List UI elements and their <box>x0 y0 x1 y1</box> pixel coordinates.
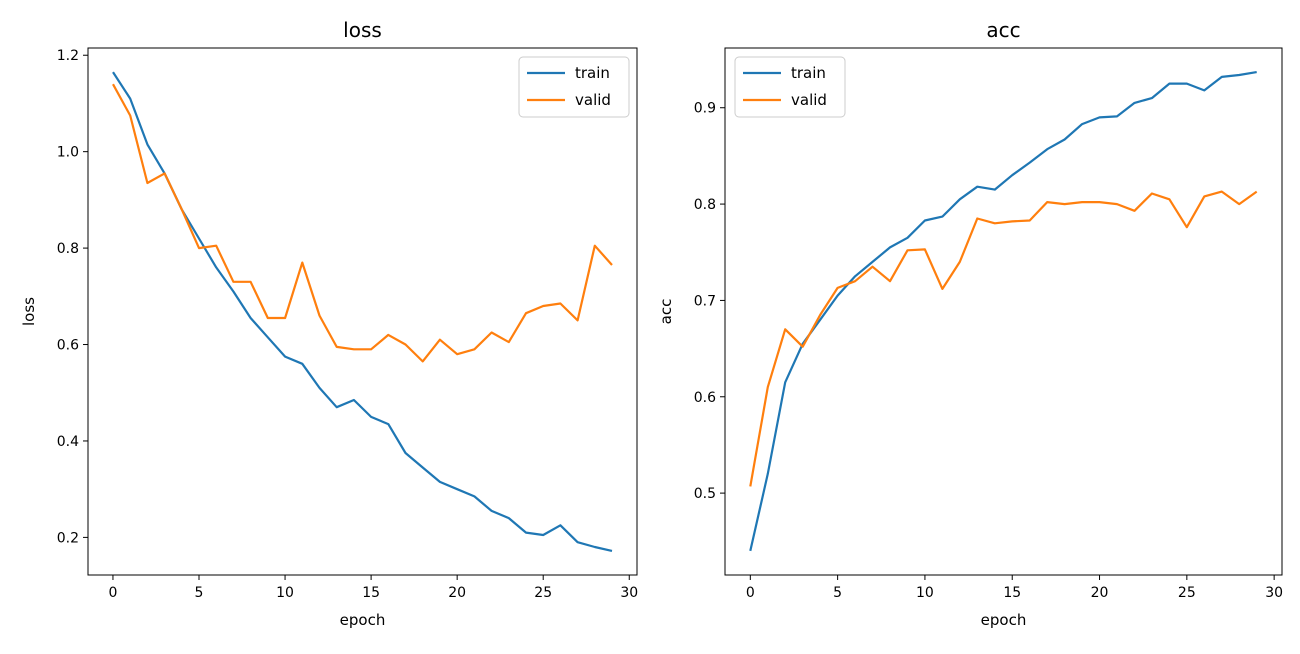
y-tick-label: 0.5 <box>694 486 716 502</box>
x-tick-label: 0 <box>108 585 117 601</box>
x-tick-label: 5 <box>833 585 842 601</box>
y-tick-label: 0.7 <box>694 293 716 309</box>
y-tick-label: 0.4 <box>57 434 79 450</box>
legend-label-train: train <box>575 64 610 82</box>
x-tick-label: 0 <box>746 585 755 601</box>
chart-title: acc <box>986 18 1020 42</box>
x-tick-label: 10 <box>916 585 934 601</box>
x-tick-label: 5 <box>195 585 204 601</box>
series-line-train <box>112 71 613 552</box>
legend-label-train: train <box>791 64 826 82</box>
x-tick-label: 25 <box>1178 585 1196 601</box>
y-tick-label: 0.9 <box>694 101 716 117</box>
series-line-valid <box>112 83 613 363</box>
x-axis-label: epoch <box>340 611 386 629</box>
chart-title: loss <box>343 18 382 42</box>
legend-box <box>734 56 846 118</box>
y-tick-label: 0.8 <box>694 197 716 213</box>
series-line-valid <box>749 190 1258 487</box>
x-tick-label: 30 <box>620 585 638 601</box>
legend: train valid <box>518 56 630 118</box>
x-tick-label: 15 <box>1003 585 1021 601</box>
axes-frame <box>724 47 1283 576</box>
y-axis-label: acc <box>657 299 675 325</box>
y-tick-label: 0.6 <box>694 390 716 406</box>
x-tick-label: 30 <box>1265 585 1283 601</box>
x-tick-label: 15 <box>362 585 380 601</box>
x-tick-label: 20 <box>1091 585 1109 601</box>
x-tick-label: 25 <box>534 585 552 601</box>
y-tick-label: 0.6 <box>57 338 79 354</box>
x-axis-label: epoch <box>981 611 1027 629</box>
y-tick-label: 1.2 <box>57 48 79 64</box>
legend-label-valid: valid <box>791 91 827 109</box>
chart-loss: loss 0 5 10 15 20 25 30 0.2 0.4 0.6 0.8 1.0 1.2 epoch l… <box>20 18 638 629</box>
legend-label-valid: valid <box>575 91 611 109</box>
y-tick-label: 0.8 <box>57 241 79 257</box>
series-line-train <box>749 71 1257 552</box>
y-axis-label: loss <box>20 297 38 326</box>
x-tick-label: 20 <box>448 585 466 601</box>
chart-acc: acc 0 5 10 15 20 25 30 0.5 0.6 0.7 0.8 0.9 epoch acc tr… <box>657 18 1283 629</box>
legend: train valid <box>734 56 846 118</box>
legend-box <box>518 56 630 118</box>
x-tick-label: 10 <box>276 585 294 601</box>
y-tick-label: 1.0 <box>57 145 79 161</box>
axes-frame <box>87 47 638 576</box>
y-tick-label: 0.2 <box>57 530 79 546</box>
